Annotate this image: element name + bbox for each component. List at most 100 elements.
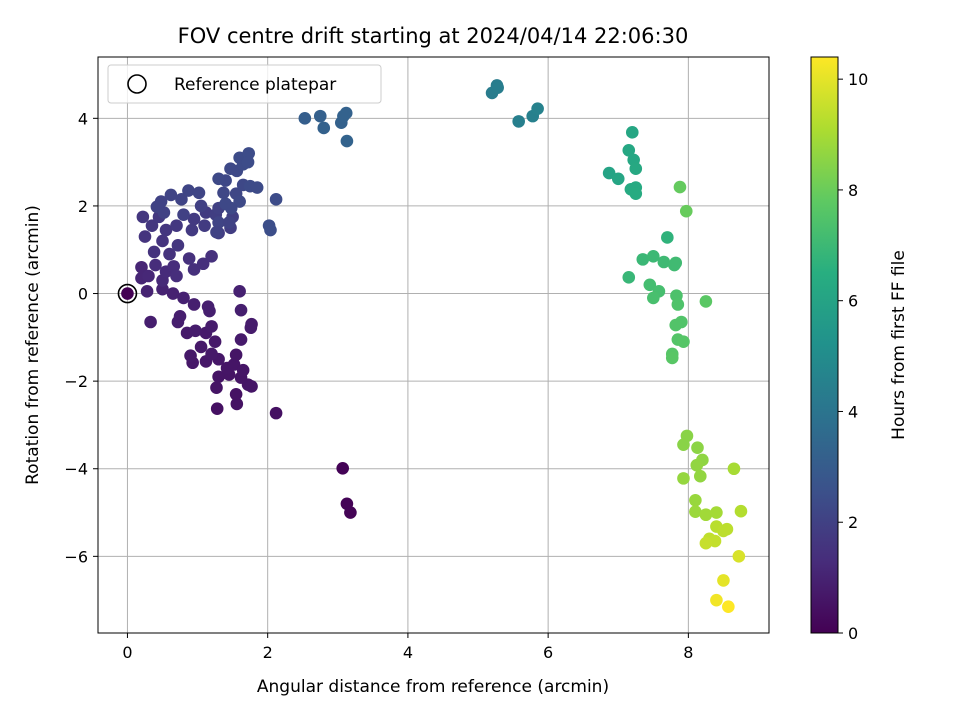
- chart-title: FOV centre drift starting at 2024/04/14 …: [178, 24, 689, 48]
- y-axis-label: Rotation from reference (arcmin): [23, 205, 43, 485]
- data-point: [145, 219, 159, 232]
- data-point: [212, 370, 225, 384]
- data-point: [177, 291, 190, 305]
- data-point: [710, 506, 723, 519]
- x-tick-label: 0: [122, 643, 132, 662]
- x-axis-ticks: 0 2 4 6 8: [122, 633, 693, 662]
- data-point: [224, 201, 238, 215]
- data-point: [269, 406, 283, 420]
- data-point: [629, 162, 643, 175]
- data-point: [313, 109, 327, 123]
- data-point: [643, 278, 657, 292]
- data-point: [340, 134, 354, 148]
- x-tick-label: 4: [403, 643, 413, 662]
- data-point: [241, 155, 255, 169]
- data-point: [636, 253, 650, 266]
- data-point: [717, 574, 730, 587]
- data-point: [171, 239, 185, 252]
- data-point: [205, 347, 218, 361]
- reference-platepar-marker: [117, 283, 138, 304]
- data-point: [647, 291, 660, 305]
- colorbar-frame: [810, 56, 839, 634]
- data-point: [336, 462, 350, 475]
- y-tick-label: 0: [78, 285, 88, 304]
- data-point: [149, 258, 162, 272]
- data-point: [669, 318, 683, 332]
- y-tick-label: 2: [78, 197, 88, 216]
- data-point: [699, 508, 713, 522]
- data-point: [234, 303, 248, 317]
- colorbar-tick-label: 4: [848, 402, 858, 421]
- data-point: [629, 187, 643, 200]
- data-point: [622, 271, 636, 284]
- data-point: [657, 255, 671, 269]
- data-point: [208, 335, 222, 349]
- data-point: [166, 287, 180, 300]
- data-point: [138, 230, 152, 243]
- data-point: [156, 282, 169, 296]
- data-point: [689, 493, 702, 507]
- data-point: [196, 257, 210, 271]
- data-point: [264, 223, 277, 237]
- data-point: [250, 181, 264, 194]
- data-point: [187, 263, 201, 276]
- data-point: [205, 250, 218, 263]
- colorbar-tick-label: 0: [848, 624, 858, 643]
- data-point: [512, 115, 525, 128]
- data-point: [229, 348, 243, 362]
- colorbar-tick-label: 2: [848, 513, 858, 532]
- data-point: [198, 219, 211, 232]
- colorbar-label: Hours from first FF file: [889, 250, 909, 440]
- data-point: [236, 363, 250, 377]
- reference-marker-layer: [117, 283, 138, 304]
- data-point: [690, 458, 704, 472]
- data-point: [661, 231, 674, 244]
- data-point: [187, 212, 201, 226]
- legend-marker-reference: [127, 74, 147, 94]
- y-tick-label: −4: [64, 460, 88, 479]
- data-point: [665, 351, 679, 365]
- data-point: [699, 536, 713, 550]
- data-point: [170, 269, 183, 283]
- legend: Reference platepar: [107, 64, 382, 104]
- x-axis-label: Angular distance from reference (arcmin): [257, 677, 609, 697]
- data-point: [233, 285, 246, 298]
- data-point: [699, 295, 713, 308]
- data-point: [142, 269, 155, 283]
- data-point: [205, 320, 218, 333]
- legend-box: [107, 64, 382, 104]
- data-point: [727, 462, 741, 476]
- data-point: [229, 387, 243, 401]
- legend-entry-reference: Reference platepar: [174, 75, 336, 95]
- data-point: [194, 199, 208, 213]
- data-point: [720, 522, 734, 536]
- data-point: [217, 186, 230, 200]
- data-point: [210, 381, 223, 395]
- data-point: [224, 162, 237, 175]
- data-point: [210, 402, 224, 416]
- data-point: [245, 380, 258, 393]
- data-point: [147, 245, 161, 259]
- data-point: [201, 300, 215, 313]
- y-axis-ticks: 4 2 0 −2 −4 −6: [64, 109, 98, 566]
- colorbar-ticks: 0 2 4 6 8 10: [838, 70, 868, 643]
- data-point: [491, 81, 504, 94]
- data-point: [121, 287, 134, 300]
- data-point: [732, 550, 746, 563]
- data-point: [194, 340, 208, 354]
- data-point: [189, 324, 202, 338]
- x-tick-label: 8: [683, 643, 693, 662]
- colorbar: 0 2 4 6 8 10 Hours from first FF file: [810, 56, 909, 643]
- plot-frame: [97, 56, 770, 634]
- data-point: [230, 397, 244, 411]
- data-point: [136, 210, 150, 224]
- data-point: [677, 335, 690, 349]
- data-point: [734, 504, 748, 518]
- data-point: [222, 216, 236, 229]
- data-point: [625, 126, 639, 139]
- data-point: [175, 193, 188, 206]
- data-point: [344, 506, 357, 519]
- colorbar-gradient: [811, 57, 838, 633]
- data-point: [140, 285, 154, 298]
